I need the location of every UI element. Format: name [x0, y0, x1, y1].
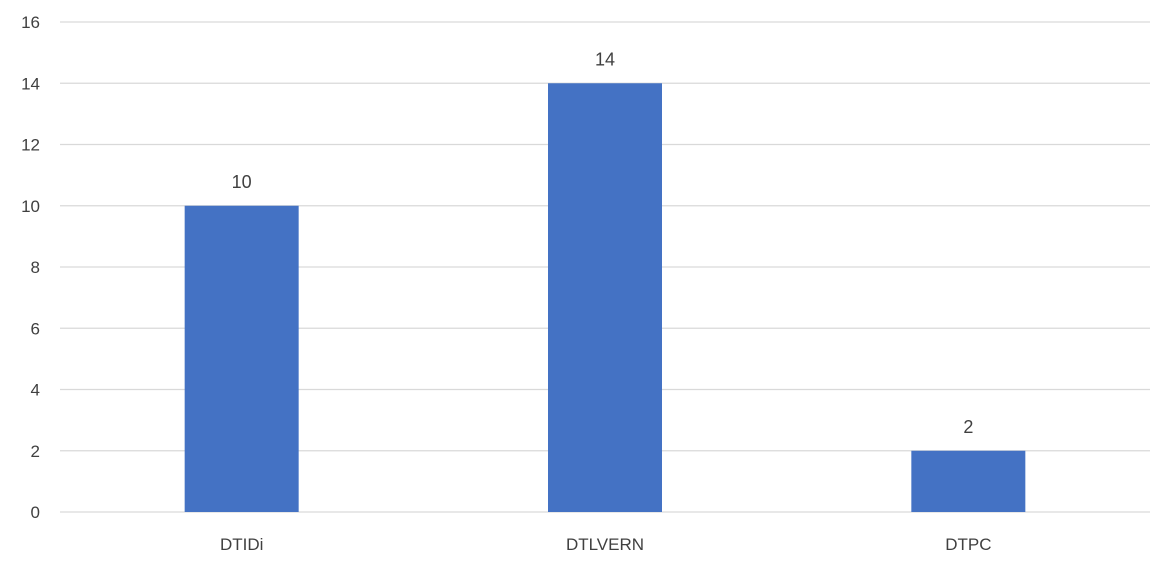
x-category-label: DTLVERN	[566, 535, 644, 554]
bar	[911, 450, 1026, 512]
bars	[184, 83, 1026, 512]
x-axis-category-labels: DTIDi DTLVERN DTPC	[220, 535, 992, 554]
y-tick-label: 16	[21, 13, 40, 32]
bar	[184, 205, 299, 512]
y-tick-label: 0	[31, 503, 40, 522]
y-tick-label: 8	[31, 258, 40, 277]
bar-data-label: 14	[595, 49, 615, 69]
y-tick-label: 2	[31, 442, 40, 461]
y-tick-label: 14	[21, 74, 40, 93]
x-category-label: DTPC	[945, 535, 991, 554]
bar-data-label: 10	[232, 172, 252, 192]
y-tick-label: 10	[21, 197, 40, 216]
bar	[548, 83, 662, 512]
x-category-label: DTIDi	[220, 535, 263, 554]
y-tick-label: 4	[31, 381, 40, 400]
y-axis-tick-labels: 0 2 4 6 8 10 12 14 16	[21, 13, 40, 522]
y-tick-label: 6	[31, 319, 40, 338]
data-labels: 10 14 2	[232, 49, 974, 437]
y-tick-label: 12	[21, 136, 40, 155]
bar-data-label: 2	[963, 417, 973, 437]
